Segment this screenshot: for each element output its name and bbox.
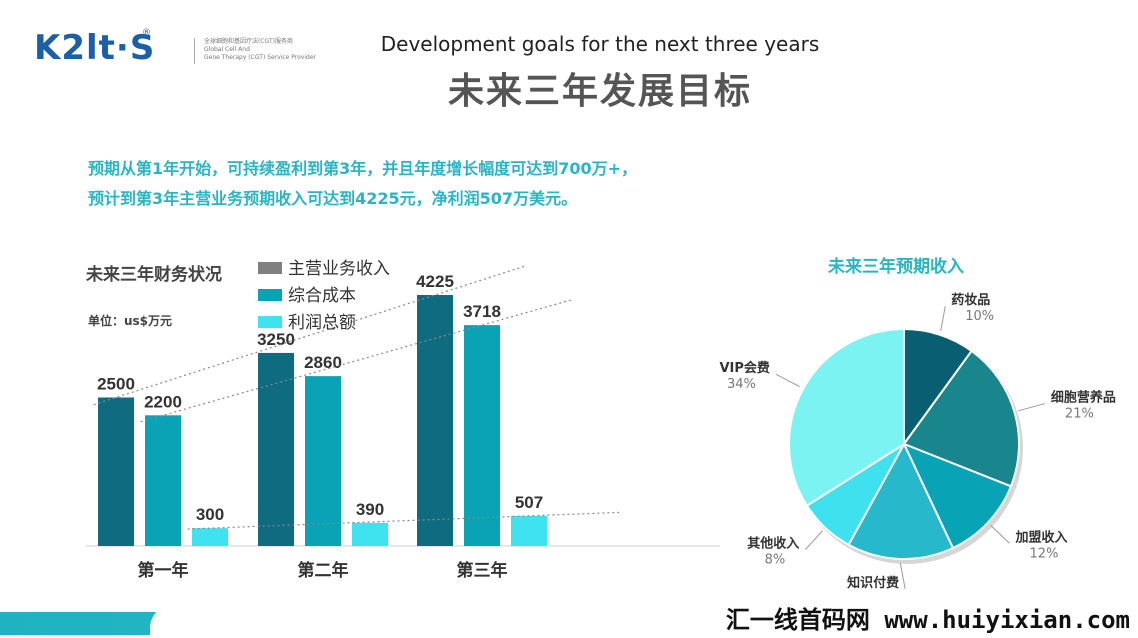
summary-line-1: 预期从第1年开始，可持续盈利到第3年，并且年度增长幅度可达到700万+， — [88, 159, 638, 178]
pie-slice-name: VIP会费 — [719, 360, 769, 376]
bar-0-1 — [258, 352, 294, 546]
bar-2-1 — [352, 522, 388, 546]
registered-mark: ® — [142, 28, 151, 38]
bar-1-2 — [464, 325, 500, 546]
legend-swatch — [258, 262, 282, 274]
legend-swatch — [258, 316, 282, 328]
bar-value-label: 507 — [515, 493, 543, 512]
pie-leader — [1018, 403, 1046, 412]
category-label: 第二年 — [298, 560, 349, 581]
bar-value-label: 2500 — [97, 374, 135, 393]
category-label: 第一年 — [138, 560, 189, 581]
pie-slice-name: 细胞营养品 — [1051, 390, 1116, 406]
pie-slice-percent: 21% — [1065, 407, 1094, 422]
bar-1-1 — [305, 376, 341, 546]
pie-leader — [804, 530, 823, 551]
legend-label: 利润总额 — [288, 313, 356, 333]
pie-slice — [788, 327, 905, 508]
legend-label: 主营业务收入 — [288, 259, 390, 279]
pie-slice-percent: 10% — [965, 309, 994, 324]
bar-value-label: 390 — [356, 500, 384, 519]
footer-curve — [150, 598, 1138, 638]
logo-tagline-en-1: Global Cell And — [204, 46, 250, 53]
trendline — [140, 299, 573, 423]
bar-chart: 2500 2200 300 第一年 3250 2860 390 第二年 4225 3718 507 第… — [86, 259, 720, 581]
summary-text: 预期从第1年开始，可持续盈利到第3年，并且年度增长幅度可达到700万+， 预计到… — [88, 154, 637, 214]
pie-slice-percent: 34% — [727, 377, 756, 392]
pie-leader — [990, 525, 1010, 544]
bar-value-label: 2200 — [144, 392, 182, 411]
category-label: 第三年 — [457, 560, 508, 581]
bar-0-0 — [98, 397, 134, 546]
pie-chart: 药妆品10%细胞营养品21%加盟收入12%知识付费15%其他收入8%VIP会费3… — [719, 292, 1116, 590]
unit-label: 单位：us$万元 — [88, 314, 173, 328]
watermark: 汇一线首码网 www.huiyixian.com — [725, 606, 1130, 634]
pie-slice-name: 其他收入 — [747, 536, 799, 552]
bar-value-label: 300 — [196, 505, 224, 524]
bar-value-label: 3250 — [257, 330, 295, 349]
trendline — [187, 511, 620, 530]
logo-divider — [194, 38, 195, 64]
company-logo: K2lt·S ® 全球细胞和基因疗法(CGT)服务商 Global Cell A… — [34, 26, 316, 76]
bar-2-2 — [511, 515, 547, 546]
pie-leader — [940, 306, 946, 331]
pie-slice-percent: 12% — [1030, 546, 1059, 561]
pie-slice — [902, 349, 1020, 488]
logo-mark: K2lt·S — [34, 28, 156, 68]
pie-slice-name: 知识付费 — [847, 575, 899, 590]
pie-slice-name: 药妆品 — [951, 292, 990, 308]
bar-value-label: 3718 — [463, 302, 501, 321]
pie-slice-name: 加盟收入 — [1015, 529, 1068, 545]
pie-leader — [899, 562, 906, 590]
pie-slice — [902, 442, 1013, 550]
bar-1-0 — [145, 415, 181, 546]
bar-chart-title: 未来三年财务状况 — [86, 265, 222, 285]
bar-2-0 — [192, 528, 228, 546]
legend-swatch — [258, 289, 282, 301]
pie-chart-title: 未来三年预期收入 — [828, 257, 964, 277]
pie-leader — [775, 373, 800, 388]
pie-slice — [847, 441, 955, 560]
legend-label: 综合成本 — [288, 286, 356, 306]
bar-0-2 — [417, 295, 453, 546]
summary-line-2: 预计到第3年主营业务预期收入可达到4225元，净利润507万美元。 — [88, 189, 578, 208]
pie-slice-percent: 8% — [765, 553, 786, 568]
bar-value-label: 4225 — [416, 272, 454, 291]
logo-tagline-cn: 全球细胞和基因疗法(CGT)服务商 — [204, 38, 293, 45]
logo-tagline-en-2: Gene Therapy (CGT) Service Provider — [204, 54, 316, 61]
logo-tagline: 全球细胞和基因疗法(CGT)服务商 Global Cell And Gene T… — [204, 38, 334, 62]
trendline — [93, 265, 526, 406]
pie-slice — [903, 327, 973, 448]
bar-value-label: 2860 — [304, 353, 342, 372]
title-english: Development goals for the next three yea… — [380, 32, 820, 56]
title-chinese: 未来三年发展目标 — [447, 71, 752, 112]
